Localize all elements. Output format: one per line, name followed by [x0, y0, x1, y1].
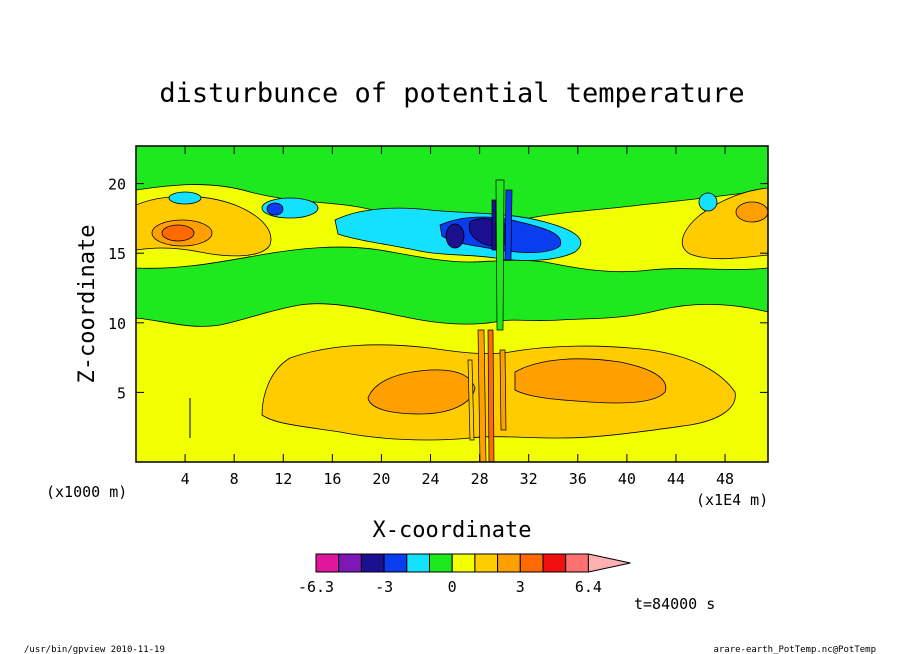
x-axis-label: X-coordinate: [373, 518, 532, 543]
time-label: t=84000 s: [634, 595, 715, 613]
colorbar-cell: [519, 553, 544, 573]
footer-left: /usr/bin/gpview 2010-11-19: [24, 645, 165, 654]
y-axis-label: Z-coordinate: [75, 225, 100, 384]
contour-darkblue-2: [445, 223, 465, 249]
colorbar-cell: [338, 553, 362, 573]
contour-blue-2: [266, 202, 284, 216]
colorbar-extension: [587, 553, 631, 573]
colorbar-cell: [315, 553, 340, 573]
y-axis: 5 10 15 20: [108, 176, 768, 402]
colorbar-tick-label: 3: [516, 578, 525, 596]
colorbar-cell: [360, 553, 385, 573]
x-tick-label: 12: [274, 470, 292, 488]
colorbar-cell: [383, 553, 408, 573]
y-tick-label: 20: [108, 176, 126, 194]
contour-lower-darkorange-right: [514, 358, 667, 404]
footer-right: arare-earth_PotTemp.nc@PotTemp: [713, 645, 876, 654]
contour-cyan-3: [168, 191, 202, 205]
x-tick-label: 48: [716, 470, 734, 488]
y-tick-label: 15: [108, 245, 126, 263]
x-unit-left: (x1000 m): [46, 483, 127, 501]
colorbar: [315, 553, 631, 573]
colorbar-labels: -6.3 -3 0 3 6.4: [298, 578, 602, 596]
x-axis: 4 8 12 16 20 24 28 32 36 40 44 48: [181, 146, 734, 488]
colorbar-tick-label: -3: [375, 578, 393, 596]
chart-title: disturbunce of potential temperature: [159, 78, 744, 109]
plot-frame: [135, 145, 769, 463]
colorbar-cell: [474, 553, 499, 573]
contour-red-left-core: [161, 224, 195, 242]
colorbar-cell: [565, 553, 589, 573]
y-tick-label: 10: [108, 315, 126, 333]
x-tick-label: 40: [618, 470, 636, 488]
colorbar-tick-label: 6.4: [575, 578, 602, 596]
central-plume: [467, 179, 513, 462]
x-tick-label: 16: [323, 470, 341, 488]
colorbar-cell: [542, 553, 567, 573]
x-tick-label: 20: [372, 470, 390, 488]
colorbar-cell: [429, 553, 453, 573]
contour-cyan-4: [698, 192, 718, 212]
colorbar-cell: [451, 553, 476, 573]
x-tick-label: 4: [181, 470, 190, 488]
contour-orange-right-core: [735, 201, 768, 223]
colorbar-tick-label: -6.3: [298, 578, 334, 596]
x-unit-right: (x1E4 m): [696, 491, 768, 509]
x-tick-label: 8: [230, 470, 239, 488]
colorbar-tick-label: 0: [448, 578, 457, 596]
x-tick-label: 32: [520, 470, 538, 488]
x-tick-label: 44: [667, 470, 685, 488]
x-tick-label: 24: [421, 470, 439, 488]
colorbar-cell: [497, 553, 521, 573]
colorbar-cell: [406, 553, 430, 573]
y-tick-label: 5: [117, 384, 126, 402]
contour-lower-darkorange-left: [367, 369, 476, 415]
x-tick-label: 28: [471, 470, 489, 488]
x-tick-label: 36: [569, 470, 587, 488]
plot-area: [136, 146, 768, 462]
